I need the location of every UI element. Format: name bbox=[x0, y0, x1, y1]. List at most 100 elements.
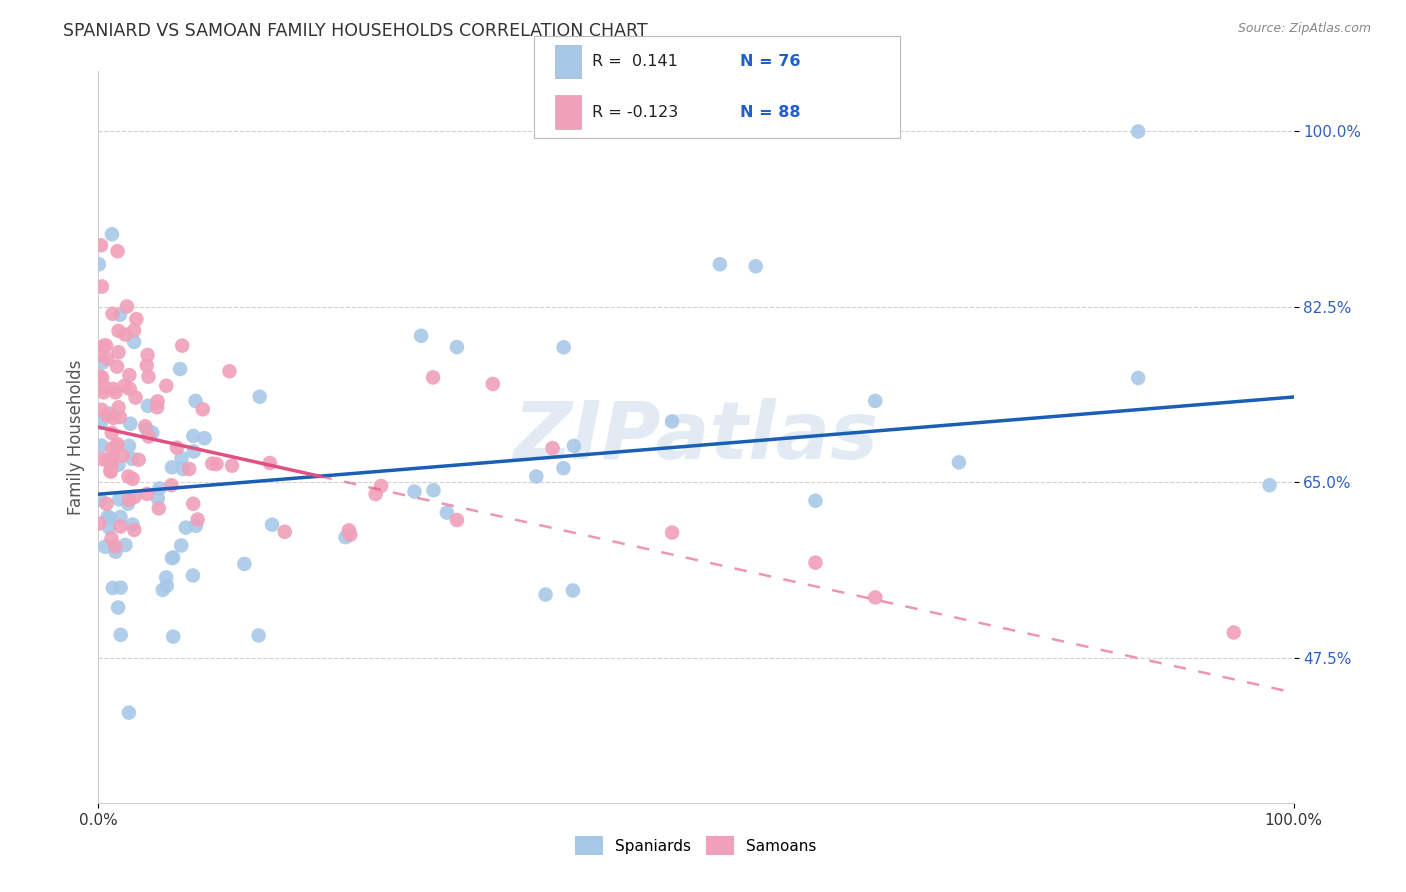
Text: R =  0.141: R = 0.141 bbox=[592, 54, 678, 69]
Point bbox=[98, 520, 121, 534]
Point bbox=[233, 557, 256, 571]
Point bbox=[422, 370, 444, 384]
Point bbox=[108, 410, 131, 425]
Text: Source: ZipAtlas.com: Source: ZipAtlas.com bbox=[1237, 22, 1371, 36]
Point bbox=[101, 307, 124, 321]
Point bbox=[89, 493, 111, 508]
Point bbox=[422, 483, 444, 498]
Point bbox=[134, 419, 156, 434]
Point bbox=[91, 452, 114, 467]
Point bbox=[103, 382, 125, 396]
Point bbox=[100, 465, 122, 479]
Point bbox=[1223, 625, 1246, 640]
Point bbox=[553, 461, 575, 475]
Point bbox=[104, 385, 127, 400]
Point bbox=[172, 462, 194, 476]
Point bbox=[98, 511, 121, 525]
Point bbox=[661, 414, 683, 428]
Point bbox=[111, 449, 134, 463]
Point bbox=[114, 538, 136, 552]
Point bbox=[101, 442, 124, 456]
Point bbox=[1258, 478, 1281, 492]
Point bbox=[181, 497, 204, 511]
Point bbox=[155, 378, 177, 392]
Point bbox=[259, 456, 281, 470]
Point bbox=[97, 454, 120, 468]
Point bbox=[98, 464, 121, 478]
Point bbox=[118, 493, 141, 508]
Point bbox=[118, 439, 141, 453]
Point bbox=[193, 431, 215, 445]
Point bbox=[112, 379, 135, 393]
Point bbox=[136, 423, 159, 437]
Text: SPANIARD VS SAMOAN FAMILY HOUSEHOLDS CORRELATION CHART: SPANIARD VS SAMOAN FAMILY HOUSEHOLDS COR… bbox=[63, 22, 648, 40]
Point bbox=[181, 568, 204, 582]
Point bbox=[804, 493, 827, 508]
Point bbox=[101, 581, 124, 595]
Point bbox=[865, 393, 887, 408]
Point bbox=[98, 407, 121, 421]
Point bbox=[335, 530, 357, 544]
Point bbox=[104, 544, 127, 558]
Point bbox=[804, 556, 827, 570]
Point bbox=[865, 591, 887, 605]
Point bbox=[115, 300, 138, 314]
Point bbox=[160, 551, 183, 566]
Point bbox=[105, 359, 128, 374]
Point bbox=[107, 345, 129, 359]
Point bbox=[117, 469, 139, 483]
Point bbox=[100, 532, 122, 546]
Point bbox=[184, 393, 207, 408]
Point bbox=[481, 376, 505, 391]
Point bbox=[146, 491, 169, 506]
Point bbox=[948, 455, 970, 469]
Point bbox=[100, 425, 122, 440]
Text: ZIPatlas: ZIPatlas bbox=[513, 398, 879, 476]
Point bbox=[96, 497, 118, 511]
Point bbox=[541, 441, 564, 455]
Point bbox=[218, 364, 240, 378]
Point bbox=[122, 334, 145, 349]
Point bbox=[100, 456, 122, 470]
Point bbox=[121, 451, 143, 466]
Point bbox=[170, 451, 193, 466]
Point bbox=[337, 524, 360, 538]
Point bbox=[101, 227, 124, 242]
Point bbox=[183, 444, 205, 458]
Y-axis label: Family Households: Family Households bbox=[66, 359, 84, 515]
Point bbox=[148, 501, 170, 516]
Point bbox=[89, 369, 111, 384]
Point bbox=[160, 460, 183, 475]
Point bbox=[101, 450, 124, 464]
Point bbox=[745, 260, 768, 274]
Point bbox=[436, 506, 458, 520]
Point bbox=[94, 338, 117, 352]
Point bbox=[90, 402, 112, 417]
Point bbox=[205, 457, 228, 471]
Point bbox=[121, 517, 143, 532]
Point bbox=[187, 512, 209, 526]
Point bbox=[107, 600, 129, 615]
Point bbox=[174, 520, 197, 534]
Point bbox=[100, 457, 122, 471]
Point bbox=[184, 518, 207, 533]
Point bbox=[553, 340, 575, 354]
Point bbox=[117, 497, 139, 511]
Point bbox=[90, 416, 112, 430]
Point bbox=[103, 410, 125, 425]
Point bbox=[1128, 124, 1150, 138]
Point bbox=[110, 519, 132, 533]
Point bbox=[221, 458, 243, 473]
Point bbox=[89, 516, 111, 531]
Point bbox=[524, 469, 547, 483]
Point bbox=[247, 628, 270, 642]
Point bbox=[661, 525, 683, 540]
Point bbox=[179, 462, 201, 476]
Point bbox=[87, 257, 110, 271]
Point bbox=[446, 513, 468, 527]
Point bbox=[274, 524, 297, 539]
Point bbox=[108, 308, 131, 322]
Point bbox=[411, 328, 433, 343]
Point bbox=[138, 369, 160, 384]
Point bbox=[90, 238, 112, 252]
